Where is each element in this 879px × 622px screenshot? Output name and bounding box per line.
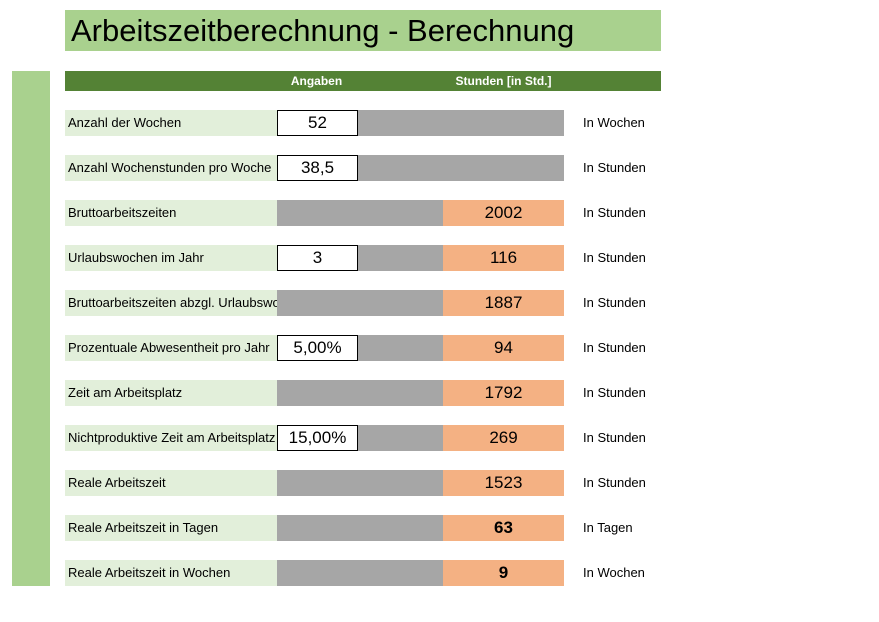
row-label-cell: Nichtproduktive Zeit am Arbeitsplatz: [65, 425, 277, 451]
row-label: Urlaubswochen im Jahr: [68, 250, 204, 265]
row-label: Anzahl der Wochen: [68, 115, 182, 130]
unit-label: In Stunden: [583, 340, 646, 355]
header-stunden: Stunden [in Std.]: [455, 74, 552, 88]
header-angaben: Angaben: [290, 74, 343, 88]
result-cell: 116: [443, 245, 564, 271]
row-label: Reale Arbeitszeit in Wochen: [68, 565, 231, 580]
row-label-cell: Anzahl der Wochen: [65, 110, 277, 136]
result-cell: 1887: [443, 290, 564, 316]
page-title: Arbeitszeitberechnung - Berechnung: [71, 13, 575, 48]
unit-label: In Stunden: [583, 385, 646, 400]
empty-cell-fill: [277, 515, 443, 541]
table-row: Reale Arbeitszeit in Tagen 63 In Tagen: [65, 515, 765, 541]
row-label-cell: Reale Arbeitszeit in Wochen: [65, 560, 277, 586]
empty-cell-fill: [277, 200, 443, 226]
empty-cell-fill: [277, 560, 443, 586]
row-label-cell: Bruttoarbeitszeiten: [65, 200, 277, 226]
unit-label: In Wochen: [583, 565, 645, 580]
result-cell: 63: [443, 515, 564, 541]
row-label: Bruttoarbeitszeiten abzgl. Urlaubswochen: [68, 295, 277, 310]
title-bar: Arbeitszeitberechnung - Berechnung: [65, 10, 661, 51]
column-header-bar: Angaben Stunden [in Std.]: [65, 71, 661, 91]
row-label: Prozentuale Abwesentheit pro Jahr: [68, 340, 270, 355]
empty-cell-fill: [277, 290, 443, 316]
table-row: Prozentuale Abwesentheit pro Jahr 5,00% 94…: [65, 335, 765, 361]
row-label: Nichtproduktive Zeit am Arbeitsplatz: [68, 430, 276, 445]
result-cell: 269: [443, 425, 564, 451]
result-cell: 2002: [443, 200, 564, 226]
row-label-cell: Reale Arbeitszeit: [65, 470, 277, 496]
row-label-cell: Bruttoarbeitszeiten abzgl. Urlaubswochen: [65, 290, 277, 316]
row-label: Bruttoarbeitszeiten: [68, 205, 177, 220]
unit-label: In Stunden: [583, 205, 646, 220]
unit-label: In Stunden: [583, 250, 646, 265]
row-label: Reale Arbeitszeit in Tagen: [68, 520, 219, 535]
empty-cell-fill: [277, 380, 443, 406]
unit-label: In Stunden: [583, 295, 646, 310]
table-row: Bruttoarbeitszeiten 2002 In Stunden: [65, 200, 765, 226]
unit-label: In Stunden: [583, 475, 646, 490]
table-row: Zeit am Arbeitsplatz 1792 In Stunden: [65, 380, 765, 406]
table-row: Bruttoarbeitszeiten abzgl. Urlaubswochen…: [65, 290, 765, 316]
table-row: Nichtproduktive Zeit am Arbeitsplatz 15,0…: [65, 425, 765, 451]
row-label-cell: Anzahl Wochenstunden pro Woche: [65, 155, 277, 181]
row-label-cell: Zeit am Arbeitsplatz: [65, 380, 277, 406]
input-cell[interactable]: 3: [277, 245, 358, 271]
result-cell: 1523: [443, 470, 564, 496]
unit-label: In Stunden: [583, 160, 646, 175]
input-cell[interactable]: 52: [277, 110, 358, 136]
result-cell: 9: [443, 560, 564, 586]
unit-label: In Wochen: [583, 115, 645, 130]
row-label: Reale Arbeitszeit: [68, 475, 166, 490]
row-label: Zeit am Arbeitsplatz: [68, 385, 183, 400]
empty-cell-fill: [277, 470, 443, 496]
row-label: Anzahl Wochenstunden pro Woche: [68, 160, 272, 175]
table-row: Anzahl der Wochen 52 In Wochen: [65, 110, 765, 136]
table-row: Reale Arbeitszeit in Wochen 9 In Wochen: [65, 560, 765, 586]
row-label-cell: Prozentuale Abwesentheit pro Jahr: [65, 335, 277, 361]
input-cell[interactable]: 5,00%: [277, 335, 358, 361]
row-label-cell: Reale Arbeitszeit in Tagen: [65, 515, 277, 541]
row-label-cell: Urlaubswochen im Jahr: [65, 245, 277, 271]
table-row: Anzahl Wochenstunden pro Woche 38,5 In Stu…: [65, 155, 765, 181]
input-cell[interactable]: 38,5: [277, 155, 358, 181]
input-cell[interactable]: 15,00%: [277, 425, 358, 451]
result-cell: 94: [443, 335, 564, 361]
table-row: Urlaubswochen im Jahr 3 116 In Stunden: [65, 245, 765, 271]
table-row: Reale Arbeitszeit 1523 In Stunden: [65, 470, 765, 496]
side-accent-bar: [12, 71, 50, 586]
result-cell: 1792: [443, 380, 564, 406]
unit-label: In Stunden: [583, 430, 646, 445]
unit-label: In Tagen: [583, 520, 633, 535]
